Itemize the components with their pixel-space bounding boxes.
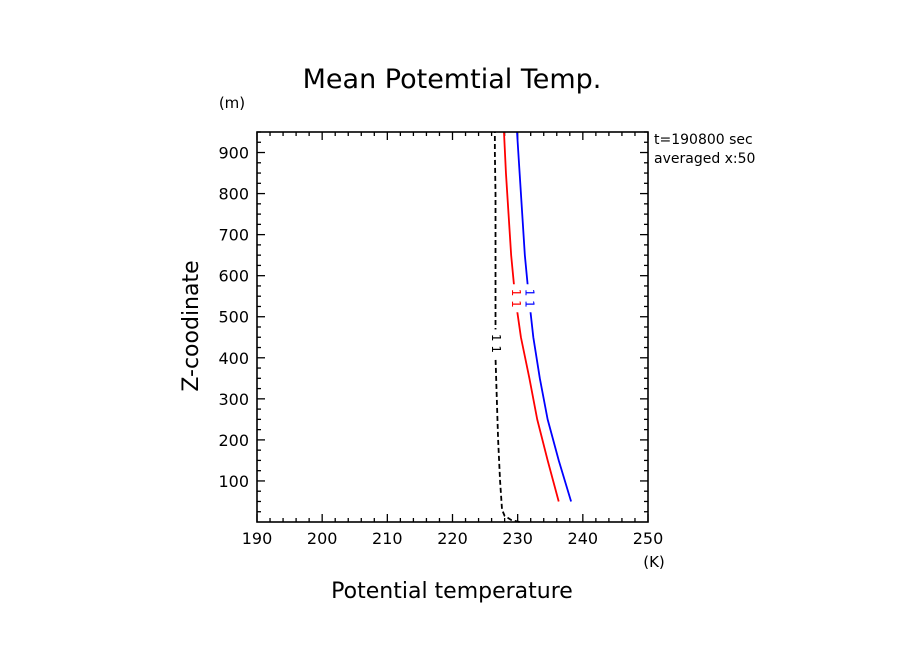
y-tick-label: 800 (218, 185, 249, 204)
series-label-gap (507, 284, 524, 313)
x-tick-label: 250 (633, 529, 664, 548)
x-tick-label: 230 (502, 529, 533, 548)
y-tick-label: 700 (218, 226, 249, 245)
chart-title: Mean Potemtial Temp. (303, 64, 602, 95)
annotation-average: averaged x:50 (654, 151, 755, 167)
y-tick-label: 500 (218, 308, 249, 327)
series-label-1: 1 1 (509, 289, 523, 308)
y-tick-label: 300 (218, 390, 249, 409)
y-tick-label: 100 (218, 472, 249, 491)
y-tick-label: 900 (218, 144, 249, 163)
x-tick-label: 190 (242, 529, 273, 548)
y-tick-label: 400 (218, 349, 249, 368)
series-label-3: 1 1 (489, 334, 503, 353)
y-unit-label: (m) (219, 94, 245, 112)
x-tick-label: 200 (307, 529, 338, 548)
x-unit-label: (K) (643, 553, 665, 571)
series-label-gap (520, 284, 537, 313)
series-line-2 (516, 131, 572, 502)
x-tick-label: 220 (437, 529, 468, 548)
series-label-2: 1 1 (522, 289, 536, 308)
plot-frame (256, 131, 649, 523)
annotation-time: t=190800 sec (654, 132, 753, 148)
y-tick-label: 600 (218, 267, 249, 286)
series-label-gap (487, 329, 504, 358)
x-tick-label: 210 (372, 529, 403, 548)
x-tick-label: 240 (568, 529, 599, 548)
series-line-3 (493, 132, 520, 523)
series-line-1 (503, 131, 560, 502)
x-axis-label: Potential temperature (331, 579, 573, 604)
y-axis-label: Z-coodinate (179, 260, 204, 391)
y-tick-label: 200 (218, 431, 249, 450)
